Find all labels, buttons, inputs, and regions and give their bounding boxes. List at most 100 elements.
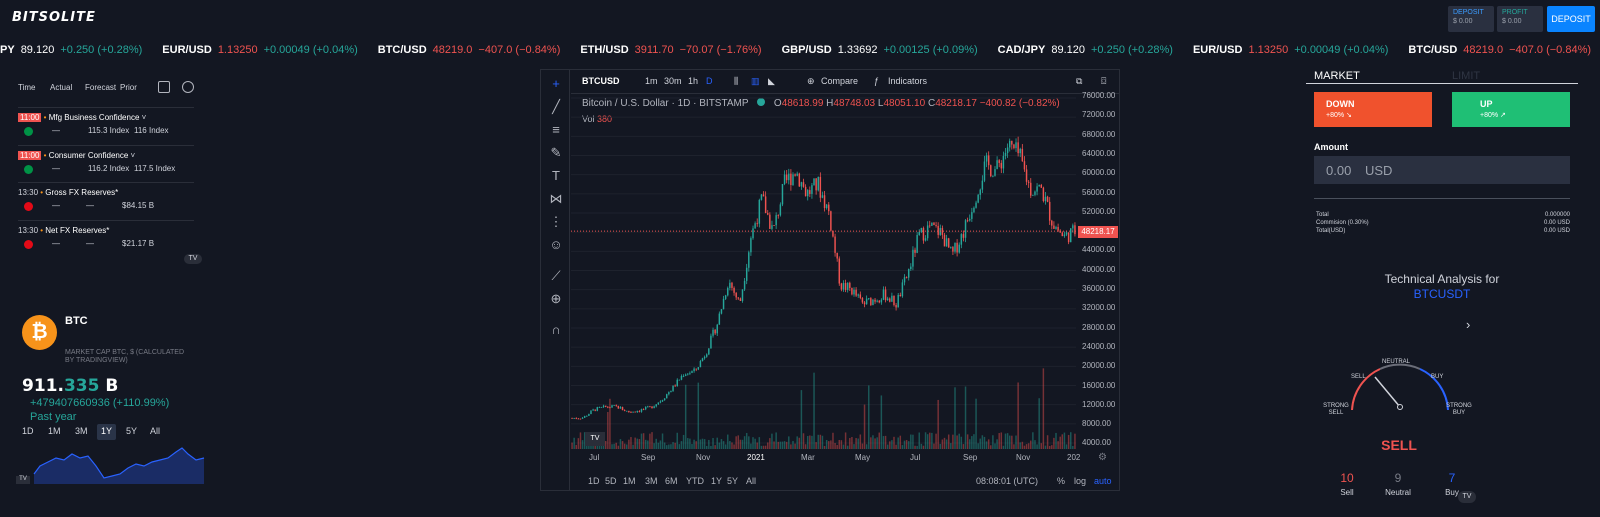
camera-icon[interactable]: ⌼ <box>1101 76 1107 86</box>
chevron-down-icon[interactable]: ˅ <box>128 150 136 160</box>
emoji-icon[interactable]: ☺ <box>549 237 563 252</box>
candle-body <box>594 409 596 411</box>
scale-log[interactable]: log <box>1074 476 1087 486</box>
deposit-button[interactable]: DEPOSIT <box>1547 6 1595 32</box>
range-5d[interactable]: 5D <box>605 476 617 486</box>
volume-bar <box>712 438 714 449</box>
chevron-right-icon[interactable]: › <box>1466 317 1471 332</box>
timeframe-1d[interactable]: 1D <box>22 426 34 436</box>
ticker-item[interactable]: CAD/JPY 89.120 +0.250 (+0.28%) <box>998 44 1173 56</box>
fib-icon[interactable]: ≡ <box>552 122 560 137</box>
candle-body <box>874 299 876 302</box>
ticker-item[interactable]: EUR/USD 1.13250 +0.00049 (+0.04%) <box>1193 44 1388 56</box>
tab-limit[interactable]: LIMIT <box>1452 70 1481 82</box>
magnet-icon[interactable]: ∩ <box>551 322 561 337</box>
event-row[interactable]: 13:30 • Gross FX Reserves* <box>18 188 194 197</box>
calendar-icon[interactable] <box>158 81 170 93</box>
settings-icon[interactable]: ⚙ <box>1098 452 1107 463</box>
prediction-icon[interactable]: ⋮ <box>549 214 563 229</box>
timeframe-all[interactable]: All <box>150 426 161 436</box>
interval-30m[interactable]: 30m <box>664 76 682 86</box>
brush-icon[interactable]: ✎ <box>550 145 562 160</box>
volume-bar <box>817 434 819 449</box>
compare-button[interactable]: Compare <box>821 76 859 86</box>
ticker-item[interactable]: BTC/USD 48219.0 −407.0 (−0.84%) <box>1408 44 1591 56</box>
candle-body <box>1025 169 1028 182</box>
text-icon[interactable]: T <box>552 168 560 183</box>
timeframe-1y[interactable]: 1Y <box>97 424 117 440</box>
volume-bar <box>998 433 1000 449</box>
candle-body <box>783 174 786 184</box>
event-row[interactable]: 13:30 • Net FX Reserves* <box>18 226 194 235</box>
tradingview-logo-icon[interactable]: TV <box>16 476 30 484</box>
ticker-item[interactable]: BTC/USD 48219.0 −407.0 (−0.84%) <box>378 44 561 56</box>
interval-d[interactable]: D <box>706 76 713 86</box>
range-6m[interactable]: 6M <box>665 476 678 486</box>
range-5y[interactable]: 5Y <box>727 476 739 486</box>
utc-clock[interactable]: 08:08:01 (UTC) <box>976 476 1039 486</box>
pattern-icon[interactable]: ⋈ <box>549 191 563 206</box>
ticker-item[interactable]: ETH/USD 3911.70 −70.07 (−1.76%) <box>580 44 761 56</box>
app-logo[interactable]: BITSOLITE <box>12 10 96 25</box>
candle-body <box>579 418 582 420</box>
ticker-item[interactable]: PY 89.120 +0.250 (+0.28%) <box>0 44 142 56</box>
interval-1h[interactable]: 1h <box>688 76 699 86</box>
volume-bar <box>853 444 855 449</box>
chart-symbol[interactable]: BTCUSD <box>582 76 620 86</box>
crosshair-icon[interactable]: + <box>552 76 560 91</box>
timeframe-5y[interactable]: 5Y <box>126 426 138 436</box>
ticker-tape[interactable]: PY 89.120 +0.250 (+0.28%) EUR/USD 1.13250 +0.… <box>0 44 1600 62</box>
range-all[interactable]: All <box>746 476 757 486</box>
candle-body <box>1055 227 1057 229</box>
indicators-button[interactable]: Indicators <box>888 76 928 86</box>
event-row[interactable]: 11:00 • Consumer Confidence ˅ <box>18 150 194 160</box>
summary-value: 0.000000 <box>1544 212 1570 218</box>
volume-bar <box>823 445 826 449</box>
timeframe-3m[interactable]: 3M <box>75 426 88 436</box>
zoom-icon[interactable]: ⊕ <box>550 291 562 306</box>
popout-icon[interactable]: ⧉ <box>1076 76 1083 86</box>
volume-bar <box>781 441 784 449</box>
interval-1m[interactable]: 1m <box>645 76 658 86</box>
ticker-item[interactable]: EUR/USD 1.13250 +0.00049 (+0.04%) <box>162 44 357 56</box>
tradingview-logo-icon[interactable]: TV <box>184 254 202 264</box>
event-row[interactable]: 11:00 • Mfg Business Confidence ˅ <box>18 113 194 122</box>
summary-label: Total <box>1316 212 1329 218</box>
ticker-item[interactable]: GBP/USD 1.33692 +0.00125 (+0.09%) <box>782 44 978 56</box>
scale-auto[interactable]: auto <box>1094 476 1112 486</box>
price-chart[interactable] <box>571 94 1076 449</box>
range-3m[interactable]: 3M <box>645 476 658 486</box>
range-1m[interactable]: 1M <box>623 476 636 486</box>
volume-bar <box>912 434 914 449</box>
candle-body <box>691 371 693 373</box>
volume-bar <box>638 439 641 449</box>
event-time: 13:30 <box>18 225 39 235</box>
deposit-stat: DEPOSIT $ 0.00 <box>1448 6 1494 32</box>
ta-symbol[interactable]: BTCUSDT <box>1413 287 1471 301</box>
chevron-down-icon[interactable]: ˅ <box>139 113 147 122</box>
tab-market[interactable]: MARKET <box>1314 70 1360 82</box>
area-icon[interactable]: ◣ <box>768 76 775 86</box>
tradingview-logo-icon[interactable]: TV <box>1458 491 1476 503</box>
timeframe-1m[interactable]: 1M <box>48 426 61 436</box>
candle-body <box>811 185 813 194</box>
candle-icon[interactable]: ▥ <box>751 76 760 86</box>
down-button[interactable]: DOWN +80% ↘ <box>1314 92 1432 127</box>
up-button[interactable]: UP +80% ↗ <box>1452 92 1570 127</box>
scale-pct[interactable]: % <box>1057 476 1066 486</box>
tradingview-logo-icon[interactable]: TV <box>585 432 605 446</box>
indicators-icon[interactable]: ƒ <box>874 76 880 86</box>
amount-input[interactable]: 0.00 USD <box>1314 156 1570 184</box>
compare-icon[interactable]: ⊕ <box>807 76 815 86</box>
bar-style-icon[interactable]: ⫼ <box>734 76 739 86</box>
price-tick: 60000.00 <box>1082 168 1116 178</box>
candle-body <box>663 398 666 401</box>
range-1d[interactable]: 1D <box>588 476 600 486</box>
event-name: Net FX Reserves* <box>45 225 110 235</box>
events-header-forecast: Forecast <box>85 83 117 92</box>
ruler-icon[interactable]: ⟋ <box>551 268 561 283</box>
trendline-icon[interactable]: ╱ <box>552 99 560 114</box>
range-1y[interactable]: 1Y <box>711 476 723 486</box>
globe-icon[interactable] <box>182 81 194 93</box>
range-ytd[interactable]: YTD <box>686 476 704 486</box>
